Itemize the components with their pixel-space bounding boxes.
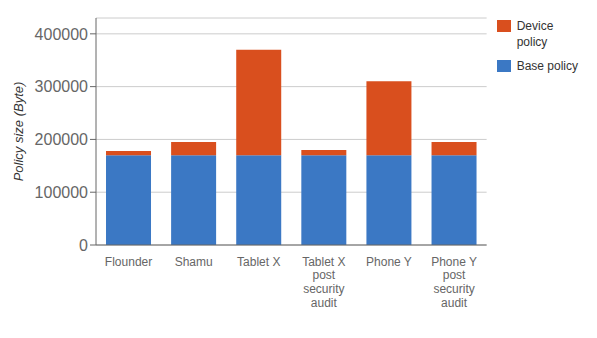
svg-text:Tablet X: Tablet X: [237, 255, 280, 269]
svg-text:Shamu: Shamu: [175, 255, 213, 269]
svg-text:400000: 400000: [35, 26, 88, 43]
svg-text:300000: 300000: [35, 78, 88, 95]
svg-text:Phone Y: Phone Y: [366, 255, 412, 269]
svg-text:100000: 100000: [35, 184, 88, 201]
svg-text:0: 0: [79, 237, 88, 254]
svg-text:Policy size (Byte): Policy size (Byte): [11, 82, 26, 182]
svg-text:Flounder: Flounder: [105, 255, 152, 269]
html-text:Base policy: Base policy: [516, 59, 578, 73]
svg-text:Phone Ypostsecurityaudit: Phone Ypostsecurityaudit: [431, 255, 477, 310]
svg-text:200000: 200000: [35, 131, 88, 148]
svg-text:Tablet Xpostsecurityaudit: Tablet Xpostsecurityaudit: [302, 255, 345, 310]
html-text:Device policy: Device policy: [516, 19, 554, 49]
